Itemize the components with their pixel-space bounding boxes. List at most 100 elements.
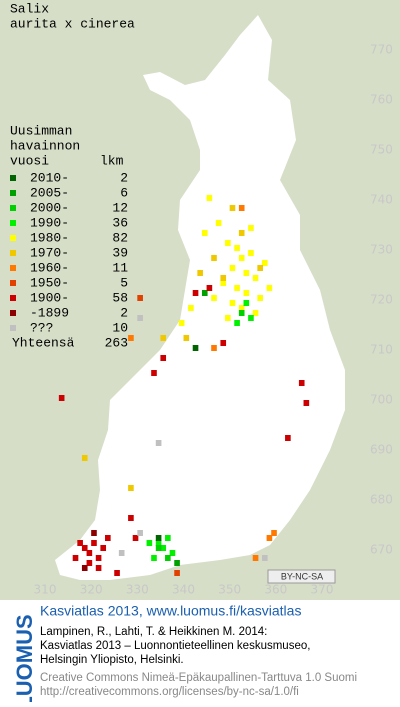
grid-square [72,555,79,561]
grid-square [257,265,263,271]
legend-count: 82 [112,230,128,245]
grid-square [137,315,143,321]
legend-swatch [10,190,16,196]
grid-square [174,570,180,576]
grid-square [211,255,217,261]
grid-square [192,345,199,351]
legend-count: 2 [120,305,128,320]
legend-header: Uusimman [10,123,72,138]
y-tick-label: 690 [370,443,393,457]
legend-label: 1980- [30,230,69,245]
grid-square [229,205,236,211]
x-tick-label: 340 [172,583,195,597]
grid-square [91,530,97,536]
grid-square [155,545,162,551]
grid-square [95,555,102,561]
y-tick-label: 770 [370,43,393,57]
grid-square [248,315,254,321]
x-tick-label: 360 [264,583,287,597]
grid-square [151,370,157,376]
citation: Helsingin Yliopisto, Helsinki. [40,654,184,666]
legend-total-label: Yhteensä [12,335,75,350]
legend-swatch [10,205,16,211]
grid-square [160,335,167,341]
grid-square [238,305,245,311]
grid-square [229,300,236,306]
y-tick-label: 760 [370,93,393,107]
grid-square [137,530,143,536]
citation: Kasviatlas 2013 – Luonnontieteellinen ke… [40,640,310,652]
grid-square [155,535,162,541]
grid-square [234,245,240,251]
grid-square [211,295,217,301]
legend-label: 2000- [30,200,69,215]
legend-swatch [10,235,16,241]
grid-square [81,565,88,571]
legend-header: lkm [100,153,124,168]
grid-square [238,310,245,316]
grid-square [155,440,162,446]
citation: Lampinen, R., Lahti, T. & Heikkinen M. 2… [40,626,267,638]
grid-square [238,230,245,236]
grid-square [266,535,273,541]
legend-label: 2005- [30,185,69,200]
grid-square [86,550,93,556]
grid-square [220,275,227,281]
legend-total: 263 [105,335,128,350]
grid-square [128,515,134,521]
legend-count: 58 [112,290,128,305]
grid-square [77,540,83,546]
legend-count: 10 [112,320,128,335]
grid-square [271,530,277,536]
legend-label: 1960- [30,260,69,275]
license-badge: BY-NC-SA [281,571,323,581]
grid-square [303,400,310,406]
grid-square [243,270,250,276]
grid-square [285,435,291,441]
x-tick-label: 320 [80,583,103,597]
grid-square [248,250,254,256]
legend-count: 2 [120,170,128,185]
y-tick-label: 680 [370,493,393,507]
grid-square [165,535,171,541]
grid-square [91,540,97,546]
title: aurita x cinerea [10,16,135,31]
license-text: http://creativecommons.org/licenses/by-n… [40,686,299,698]
x-tick-label: 370 [311,583,334,597]
grid-square [86,560,93,566]
grid-square [146,540,153,546]
legend-label: 1990- [30,215,69,230]
grid-square [252,275,259,281]
grid-square [201,230,208,236]
grid-square [118,550,125,556]
grid-square [137,295,143,301]
credit-title: Kasviatlas 2013, www.luomus.fi/kasviatla… [40,603,301,619]
legend-count: 12 [112,200,128,215]
grid-square [81,545,88,551]
grid-square [178,320,185,326]
legend-label: 1950- [30,275,69,290]
grid-square [201,290,208,296]
grid-square [188,305,194,311]
x-tick-label: 310 [34,583,57,597]
grid-square [114,570,120,576]
grid-square [81,455,88,461]
x-tick-label: 350 [218,583,241,597]
brand: LUOMUS [12,614,37,702]
grid-square [211,345,217,351]
grid-square [238,205,245,211]
grid-square [298,380,305,386]
grid-square [105,535,111,541]
grid-square [132,535,139,541]
legend-header: havainnon [10,138,80,153]
grid-square [229,265,236,271]
grid-square [160,545,167,551]
grid-square [155,540,162,546]
grid-square [234,320,240,326]
grid-square [238,255,245,261]
legend-count: 39 [112,245,128,260]
legend-count: 6 [120,185,128,200]
legend-swatch [10,310,16,316]
